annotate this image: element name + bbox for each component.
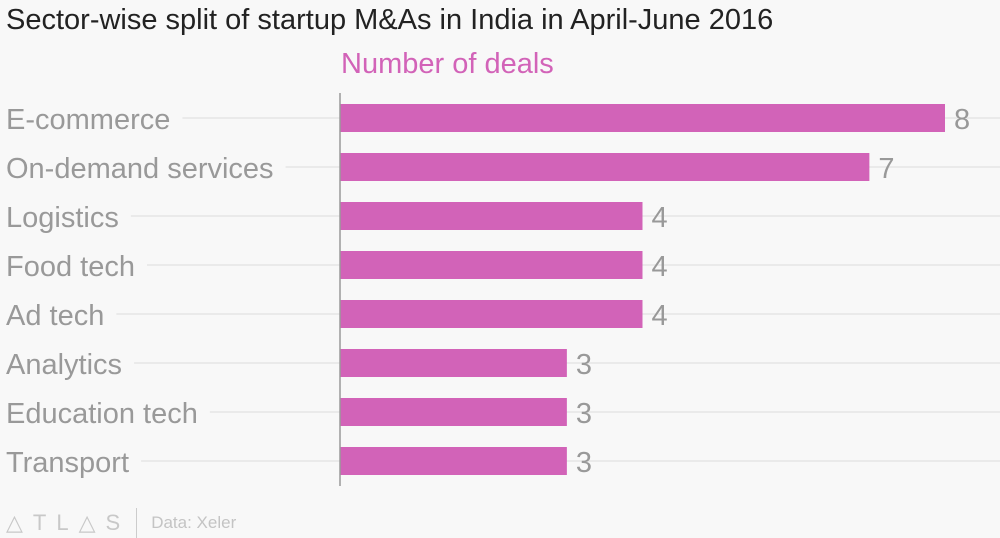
data-source: Data: Xeler <box>151 513 237 532</box>
category-label: Logistics <box>6 202 119 234</box>
bar <box>340 104 945 132</box>
footer-divider <box>136 508 138 538</box>
bar <box>340 349 567 377</box>
bar <box>340 153 870 181</box>
category-label: Transport <box>6 447 129 479</box>
atlas-logo: △TL△S <box>6 510 131 535</box>
category-label: Analytics <box>6 349 122 381</box>
chart-title: Sector-wise split of startup M&As in Ind… <box>6 4 774 36</box>
data-label: 8 <box>954 104 970 136</box>
category-label: Food tech <box>6 251 135 283</box>
category-label: On-demand services <box>6 153 274 185</box>
data-label: 3 <box>576 349 592 381</box>
bar <box>340 447 567 475</box>
data-label: 4 <box>652 202 668 234</box>
bar <box>340 398 567 426</box>
bar <box>340 202 643 230</box>
bar <box>340 300 643 328</box>
category-label: Ad tech <box>6 300 104 332</box>
data-label: 4 <box>652 300 668 332</box>
data-label: 7 <box>878 153 894 185</box>
data-label: 3 <box>576 447 592 479</box>
data-label: 4 <box>652 251 668 283</box>
footer: △TL△S Data: Xeler <box>6 508 236 538</box>
data-label: 3 <box>576 398 592 430</box>
bar <box>340 251 643 279</box>
chart-subtitle: Number of deals <box>341 48 554 80</box>
category-label: E-commerce <box>6 104 170 136</box>
category-label: Education tech <box>6 398 198 430</box>
